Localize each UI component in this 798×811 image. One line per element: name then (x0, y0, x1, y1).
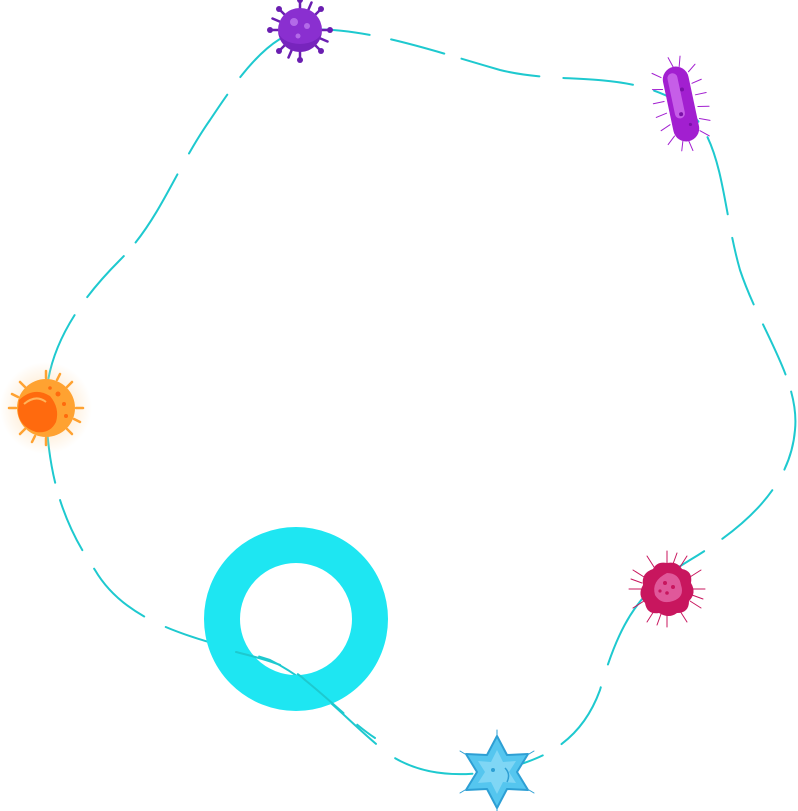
star-cell-icon (459, 729, 535, 811)
magenta-microbe-icon (628, 550, 706, 628)
ring-icon (204, 527, 388, 711)
path-over-ring (235, 651, 376, 739)
bacillus-icon (651, 55, 711, 152)
purple-virus-icon (267, 0, 333, 63)
orange-coccus-icon (0, 362, 92, 454)
